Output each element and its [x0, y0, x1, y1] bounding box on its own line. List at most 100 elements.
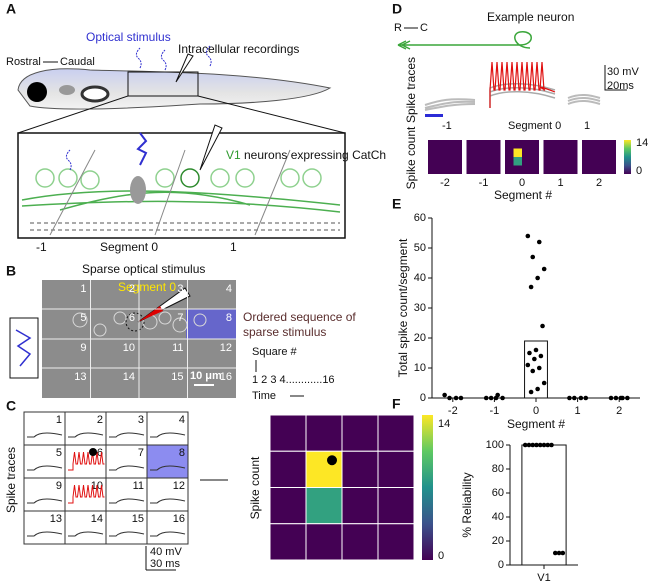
panel-title: Sparse optical stimulus: [82, 262, 205, 276]
heatmap-cell: [428, 140, 437, 149]
y-tick-label: 0: [420, 392, 426, 404]
segment-label: 1: [584, 120, 590, 132]
trace: [150, 498, 186, 504]
recordings-label: Intracellular recordings: [178, 42, 299, 56]
trace-cell: [146, 444, 189, 479]
square-number: 15: [132, 513, 144, 525]
heatmap-cell: [530, 148, 539, 157]
square-number: 7: [138, 447, 144, 459]
trace: [109, 465, 145, 471]
heatmap-cell: [560, 148, 569, 157]
heatmap-cell: [582, 157, 591, 166]
scale-label: 20ms: [607, 80, 634, 92]
panel-label: A: [6, 1, 16, 17]
heatmap-cell: [590, 165, 599, 174]
heatmap-cell: [560, 165, 569, 174]
x-tick-label: 2: [596, 177, 602, 189]
heatmap-cell: [466, 140, 475, 149]
square-number: 7: [177, 312, 183, 324]
heatmap-cell: [543, 157, 552, 166]
axis-label: Spike count: [248, 456, 262, 519]
square-number: 9: [56, 480, 62, 492]
trace: [27, 498, 63, 504]
trace-cell: [105, 411, 148, 446]
stimulus-inset: [9, 317, 39, 379]
scale-bar: [604, 65, 627, 91]
square-number: 6: [129, 312, 135, 324]
heatmap-cell: [453, 157, 462, 166]
fish-ear: [80, 85, 110, 103]
heatmap-cell: [445, 165, 454, 174]
data-point: [613, 395, 619, 401]
data-point: [528, 284, 534, 290]
square-number: 2: [129, 283, 135, 295]
stimulus: [136, 132, 148, 166]
panel-label: E: [392, 196, 401, 212]
data-point: [530, 442, 536, 448]
data-point: [567, 395, 572, 401]
heatmap-cell: [505, 140, 514, 149]
colorbar-tick: 14: [438, 418, 450, 430]
heatmap-cell: [607, 140, 616, 149]
heatmap-cell: [582, 165, 591, 174]
square-number: 14: [123, 371, 135, 383]
heatmap-cell: [582, 140, 591, 149]
heatmap-cell: [530, 157, 539, 166]
panel-title: Example neuron: [487, 10, 574, 24]
heatmap-cell: [305, 414, 343, 452]
data-point: [525, 362, 531, 368]
heatmap-cell: [505, 157, 514, 166]
heatmap-cell: [590, 148, 599, 157]
square-number: 3: [138, 414, 144, 426]
heatmap-cell: [377, 523, 415, 561]
heatmap-cell: [599, 157, 608, 166]
heatmap-cell: [483, 165, 492, 174]
trace-cell: [64, 444, 107, 479]
data-point: [535, 386, 540, 392]
caudal-label: Caudal: [60, 56, 95, 68]
heatmap-cell: [341, 450, 379, 488]
heatmap-cell: [445, 140, 454, 149]
trace-cell: [23, 477, 66, 512]
zoom-box: [127, 71, 199, 97]
spike-trace: [68, 451, 105, 471]
active-square: [186, 309, 236, 339]
square-number: 1: [56, 414, 62, 426]
heatmap-cell: [436, 140, 445, 149]
heatmap-cell: [453, 148, 462, 157]
y-tick-label: 0: [498, 559, 504, 571]
stimulus-bar: [425, 114, 443, 117]
data-point: [572, 395, 577, 401]
trace: [27, 432, 63, 438]
trace-cell: [64, 411, 107, 446]
rostral-label: Rostral: [6, 56, 41, 68]
scale-bar: [145, 546, 176, 571]
data-point: [526, 442, 532, 448]
spike-trace: [68, 484, 105, 504]
stimulus-label: Optical stimulus: [86, 30, 171, 44]
data-point: [458, 395, 464, 401]
pipette: [175, 53, 194, 83]
fish-eye: [27, 82, 47, 102]
data-point: [538, 353, 544, 359]
heatmap-cell: [445, 148, 454, 157]
y-tick-label: 10: [414, 362, 426, 374]
heatmap-cell: [483, 148, 492, 157]
data-point: [528, 389, 534, 395]
heatmap-cell: [466, 165, 475, 174]
heatmap-cell: [552, 157, 561, 166]
data-point: [500, 395, 505, 401]
data-point: [530, 368, 536, 374]
scale-label: 30 mV: [607, 66, 639, 78]
y-tick-label: 100: [486, 439, 504, 451]
heatmap-cell: [522, 165, 531, 174]
data-point: [560, 550, 566, 556]
x-tick-label: -1: [479, 177, 489, 189]
segment-label: 1: [230, 240, 237, 254]
square-number: 3: [177, 283, 183, 295]
x-tick-label: -2: [440, 177, 450, 189]
square-number: 11: [172, 342, 183, 354]
y-tick-label: 40: [414, 272, 426, 284]
square-number: 11: [133, 480, 144, 492]
